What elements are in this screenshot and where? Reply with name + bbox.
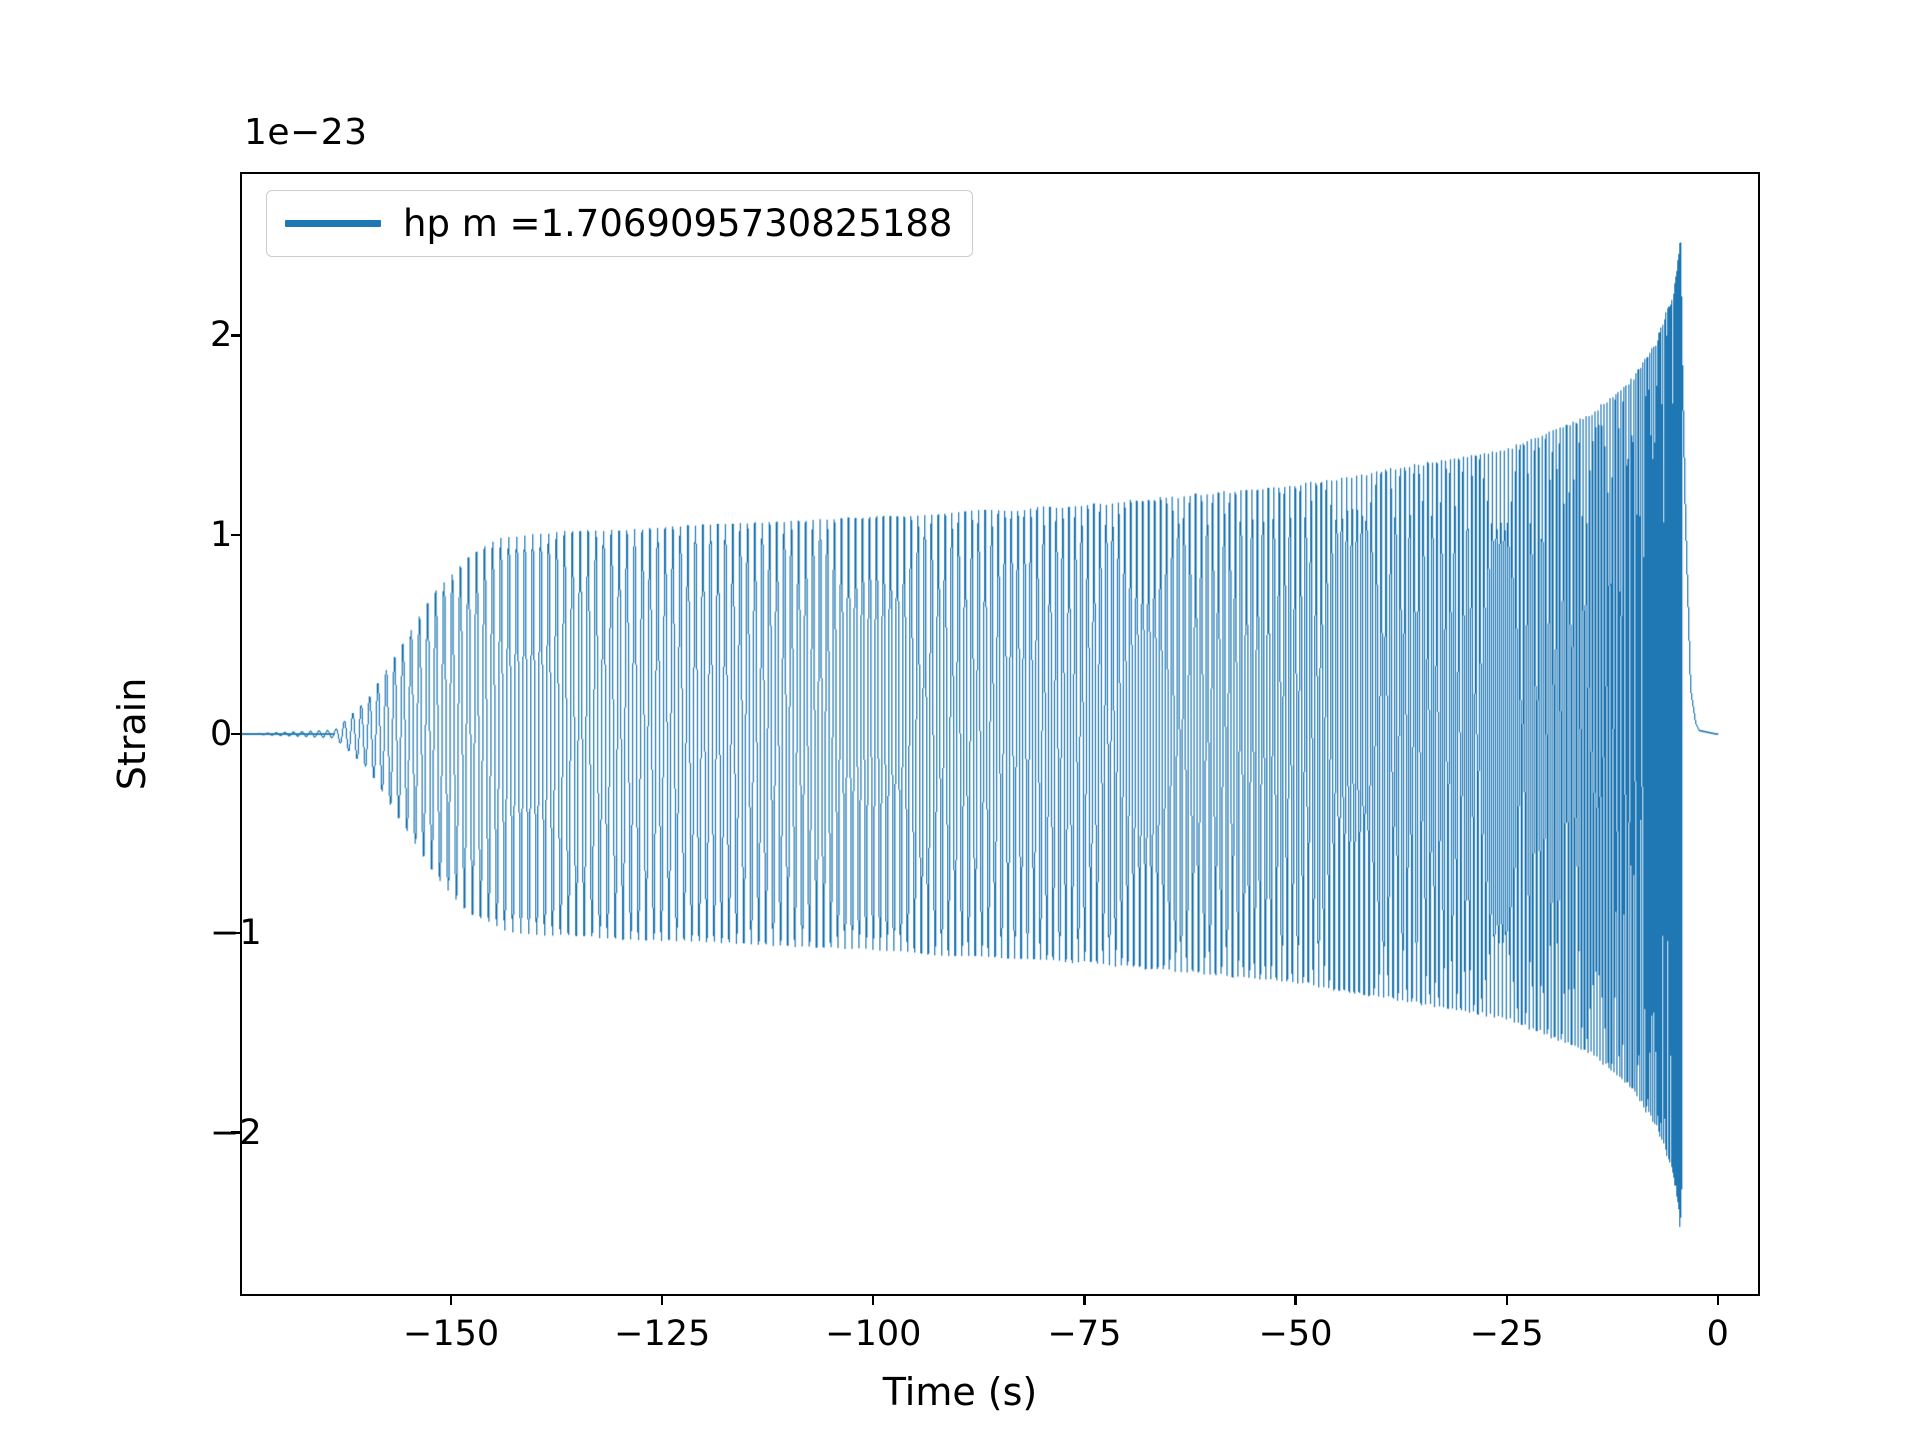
legend-line-swatch xyxy=(285,220,381,227)
x-tick-label: −100 xyxy=(825,1314,922,1354)
plot-area xyxy=(240,172,1760,1296)
y-axis-offset-text: 1e−23 xyxy=(244,112,368,153)
y-tick-mark xyxy=(231,1131,240,1134)
x-tick-mark xyxy=(872,1296,875,1305)
x-tick-mark xyxy=(1716,1296,1719,1305)
y-tick-mark xyxy=(231,932,240,935)
x-tick-label: −150 xyxy=(403,1314,500,1354)
legend[interactable]: hp m =1.7069095730825188 xyxy=(266,190,974,257)
x-tick-mark xyxy=(661,1296,664,1305)
x-tick-mark xyxy=(1294,1296,1297,1305)
x-tick-label: −50 xyxy=(1258,1314,1333,1354)
x-tick-mark xyxy=(1083,1296,1086,1305)
y-tick-mark xyxy=(231,732,240,736)
x-tick-label: 0 xyxy=(1706,1314,1729,1354)
y-tick-mark xyxy=(231,334,240,337)
x-tick-mark xyxy=(1505,1296,1508,1305)
y-tick-mark xyxy=(231,533,240,536)
x-tick-label: −25 xyxy=(1469,1314,1544,1354)
x-tick-label: −125 xyxy=(614,1314,711,1354)
legend-label: hp m =1.7069095730825188 xyxy=(403,202,953,245)
x-tick-mark xyxy=(450,1296,453,1305)
waveform-canvas xyxy=(242,174,1758,1294)
x-tick-label: −75 xyxy=(1047,1314,1122,1354)
x-axis-label: Time (s) xyxy=(882,1370,1038,1414)
y-axis-label: Strain xyxy=(110,677,154,791)
